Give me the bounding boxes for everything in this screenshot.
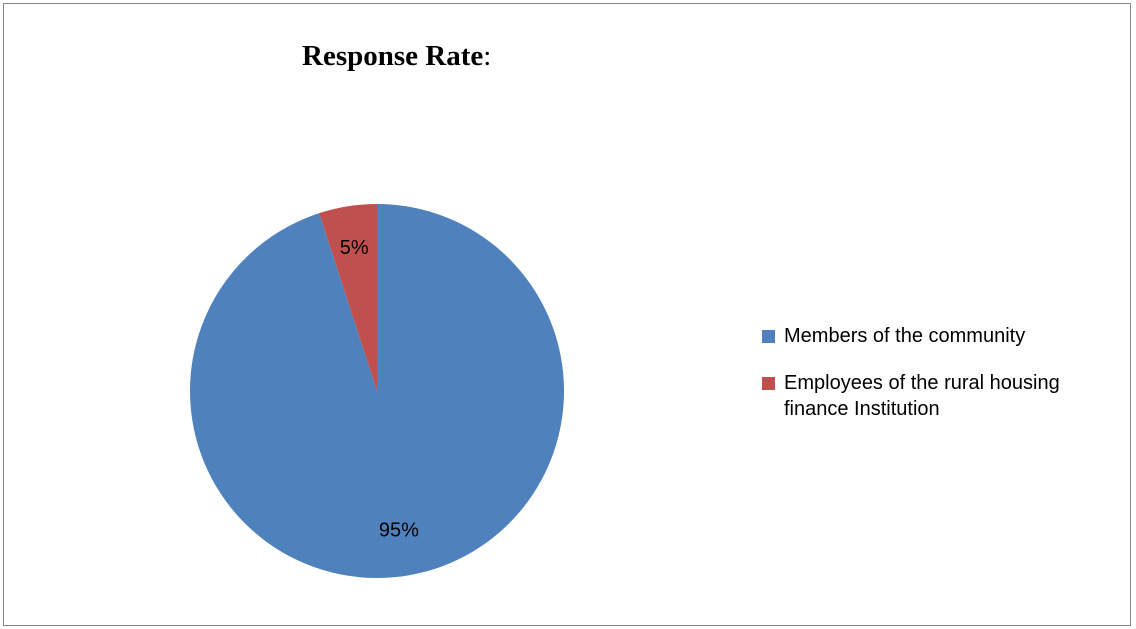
legend-entry-members: Members of the community [762,323,1122,349]
legend-swatch-members [762,330,775,343]
chart-title-suffix: : [483,40,492,72]
pie-slice-members [190,204,565,578]
chart-title-text: Response Rate [302,40,484,72]
pie-slice-employees [319,204,377,391]
legend-label-employees: Employees of the rural housing finance I… [784,372,1060,420]
chart-frame [3,3,1131,626]
legend-swatch-employees [762,377,775,390]
chart-legend: Members of the community Employees of th… [762,323,1122,443]
legend-label-members: Members of the community [784,325,1026,347]
chart-title: Response Rate: [302,40,491,73]
legend-entry-employees: Employees of the rural housing finance I… [762,370,1122,422]
data-label-employees: 5% [340,237,369,259]
pie-data-labels: 95% 5% [340,237,419,542]
pie-slices [190,204,565,578]
data-label-members: 95% [379,520,419,542]
